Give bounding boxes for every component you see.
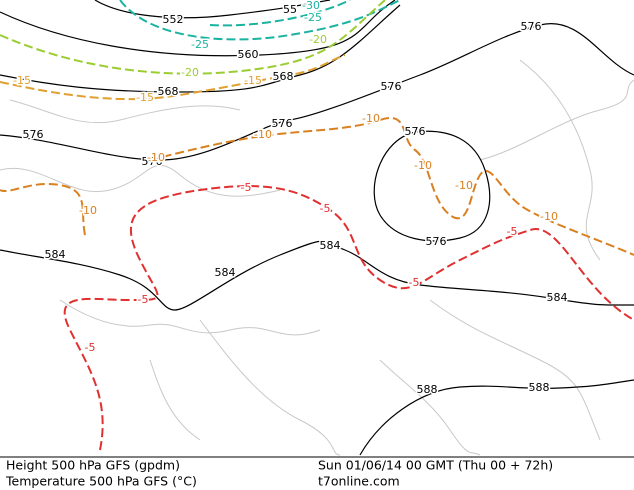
contour-label: -10 (79, 204, 97, 217)
footer-height-label: Height 500 hPa GFS (gpdm) (6, 458, 180, 473)
contour-label: -10 (254, 128, 272, 141)
contour-label: -10 (414, 159, 432, 172)
contour-label: 588 (417, 383, 438, 396)
contour-label: -25 (304, 11, 322, 24)
geography (0, 59, 634, 456)
footer-date: Sun 01/06/14 00 GMT (Thu 00 + 72h) (318, 458, 553, 473)
contour-label: 576 (381, 80, 402, 93)
contour-label: 576 (426, 235, 447, 248)
contour-label: 584 (547, 291, 568, 304)
contour-label: -5 (85, 341, 96, 354)
contour-label: -10 (455, 179, 473, 192)
contour-label: 576 (521, 20, 542, 33)
height-contours (0, 0, 634, 456)
contour-label: 576 (142, 155, 163, 168)
contour-label: -5 (507, 225, 518, 238)
temperature-contours (0, 0, 634, 451)
contour-label: 576 (272, 117, 293, 130)
footer-site: t7online.com (318, 474, 400, 489)
footer-temperature-label: Temperature 500 hPa GFS (°C) (5, 474, 197, 489)
contour-label: -5 (320, 202, 331, 215)
contour-label: 568 (158, 85, 179, 98)
contour-label: -10 (362, 112, 380, 125)
contour-label: 55 (283, 3, 297, 16)
contour-label: -20 (309, 33, 327, 46)
contour-label: -20 (181, 66, 199, 79)
contour-label: -15 (13, 74, 31, 87)
contour-label: 560 (238, 48, 259, 61)
contour-label: 584 (215, 266, 236, 279)
contour-label: -10 (147, 151, 165, 164)
contour-label: 584 (45, 248, 66, 261)
contour-label: 588 (529, 381, 550, 394)
contour-label: 584 (320, 239, 341, 252)
contour-label: -5 (241, 181, 252, 194)
contour-label: -5 (409, 276, 420, 289)
contour-label: -5 (138, 293, 149, 306)
contour-label: -10 (540, 210, 558, 223)
contour-label: 568 (273, 70, 294, 83)
contour-label: -30 (302, 0, 320, 12)
contour-label: 552 (163, 13, 184, 26)
contour-label: -15 (244, 74, 262, 87)
contour-label: 576 (405, 125, 426, 138)
contour-label: 576 (23, 128, 44, 141)
contour-label: -25 (191, 38, 209, 51)
contour-label: -15 (136, 91, 154, 104)
